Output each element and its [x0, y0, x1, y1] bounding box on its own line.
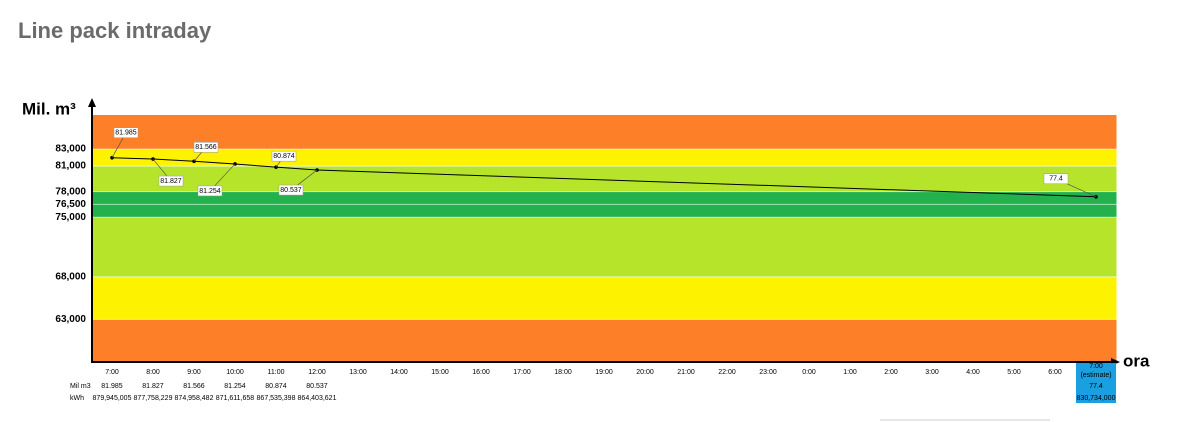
chart-title: Line pack intraday: [18, 18, 212, 43]
table-cell: 81.985: [101, 383, 123, 390]
x-tick-label: 23:00: [759, 369, 777, 376]
data-label: 81.566: [195, 144, 217, 151]
y-tick-label: 68,000: [55, 271, 86, 282]
table-cell: 80.537: [306, 383, 328, 390]
table-cell: 81.254: [224, 383, 246, 390]
x-tick-label: 6:00: [1048, 369, 1062, 376]
label-box: [271, 150, 297, 162]
bands: [92, 115, 1117, 362]
band: [92, 115, 1117, 150]
x-tick-label: 15:00: [431, 369, 449, 376]
plot: 7:00 8:00 9:00 10:00 11:00 12:00 13:00 14:00 15:…: [70, 127, 1116, 403]
x-tick-label: 13:00: [349, 369, 367, 376]
band: [92, 319, 1117, 362]
table-cell: 80.874: [265, 383, 287, 390]
data-label: 80.874: [273, 153, 295, 160]
y-tick-label: 81,000: [55, 161, 86, 172]
x-tick-label: 7:00: [1089, 363, 1103, 370]
x-tick-label: 10:00: [226, 369, 244, 376]
label-box: [113, 127, 139, 138]
y-tick-label: 78,000: [55, 186, 86, 197]
x-tick-label: 19:00: [595, 369, 613, 376]
table-cell: 879,945,005: [93, 395, 132, 402]
band: [92, 166, 1117, 192]
table-cell: 864,403,621: [298, 395, 337, 402]
x-tick-label: 14:00: [390, 369, 408, 376]
band: [92, 276, 1117, 320]
table-cell: 77.4: [1089, 383, 1103, 390]
y-axis-label: Mil. m³: [22, 99, 76, 118]
label-box: [193, 142, 219, 153]
band: [92, 217, 1117, 277]
estimate-box: [1076, 363, 1116, 403]
y-tick-label: 83,000: [55, 144, 86, 155]
x-tick-label: 22:00: [718, 369, 736, 376]
data-label: 81.827: [160, 178, 182, 185]
x-tick-label: 11:00: [268, 369, 285, 376]
x-tick-label: 5:00: [1007, 369, 1021, 376]
table-cell: 81.566: [183, 383, 205, 390]
data-label: 81.985: [115, 130, 137, 137]
label-box: [278, 184, 304, 196]
x-tick-label: 8:00: [146, 369, 160, 376]
table-cell: 874,958,482: [175, 395, 214, 402]
x-tick-label: 17:00: [513, 369, 531, 376]
label-box: [197, 185, 223, 197]
data-label: 77.4: [1049, 176, 1063, 183]
table-cell: 81.827: [142, 383, 164, 390]
x-tick-label: 12:00: [308, 369, 326, 376]
y-axis-arrow: [88, 98, 96, 107]
x-tick-label: 3:00: [925, 369, 939, 376]
label-box: [1043, 173, 1069, 185]
table-cell: 867,535,398: [257, 395, 296, 402]
table-row-label: Mil m3: [70, 383, 91, 390]
x-tick-label: 0:00: [802, 369, 816, 376]
y-tick-label: 63,000: [55, 314, 86, 325]
x-tick-label: 1:00: [843, 369, 857, 376]
table-cell: 877,758,229: [134, 395, 173, 402]
label-box: [158, 175, 184, 187]
data-label: 80.537: [280, 187, 302, 194]
x-tick-label: 16:00: [472, 369, 490, 376]
x-tick-label: 7:00: [105, 369, 119, 376]
x-tick-label: 21:00: [677, 369, 695, 376]
table-cell: 830,734,000: [1077, 395, 1116, 402]
y-tick-label: 76,500: [55, 199, 86, 210]
table-row-label: kWh: [70, 395, 84, 402]
band: [92, 149, 1117, 167]
x-tick-label: 2:00: [884, 369, 898, 376]
data-label: 81.254: [199, 188, 221, 195]
x-axis-label: ora: [1123, 351, 1150, 370]
x-tick-label: 4:00: [966, 369, 980, 376]
x-tick-label: 20:00: [636, 369, 654, 376]
table-cell: 871,611,658: [216, 395, 255, 402]
y-tick-label: 75,000: [55, 212, 86, 223]
estimate-label: (estimate): [1080, 372, 1111, 379]
x-tick-label: 18:00: [554, 369, 572, 376]
x-tick-label: 9:00: [187, 369, 201, 376]
